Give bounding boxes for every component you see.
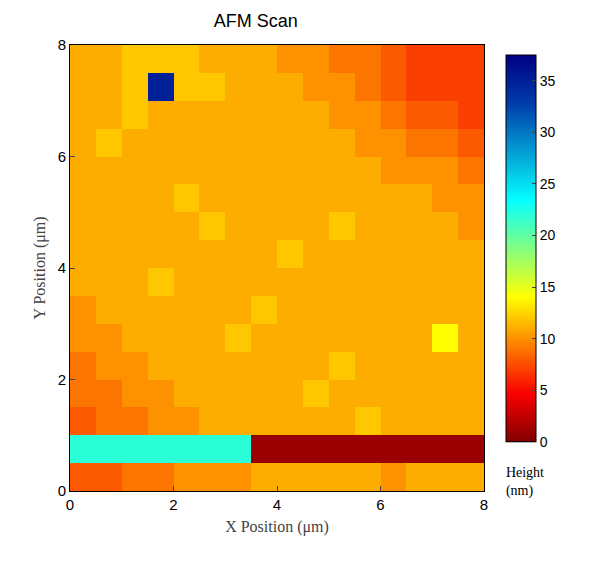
svg-text:30: 30 — [540, 124, 556, 140]
svg-text:2: 2 — [58, 371, 66, 388]
svg-text:4: 4 — [273, 496, 281, 513]
svg-text:5: 5 — [540, 382, 548, 398]
svg-text:8: 8 — [58, 36, 66, 53]
svg-text:20: 20 — [540, 227, 556, 243]
svg-text:AFM Scan: AFM Scan — [214, 11, 298, 31]
svg-text:25: 25 — [540, 176, 556, 192]
svg-text:6: 6 — [376, 496, 384, 513]
svg-text:10: 10 — [540, 331, 556, 347]
svg-text:6: 6 — [58, 148, 66, 165]
svg-text:Y Position (μm): Y Position (μm) — [31, 216, 49, 319]
svg-text:0: 0 — [540, 434, 548, 450]
svg-text:15: 15 — [540, 279, 556, 295]
svg-text:0: 0 — [58, 482, 66, 499]
svg-text:X Position (μm): X Position (μm) — [225, 518, 329, 536]
svg-text:35: 35 — [540, 73, 556, 89]
svg-text:8: 8 — [480, 496, 488, 513]
svg-text:Height(nm): Height(nm) — [506, 465, 544, 499]
svg-text:0: 0 — [66, 496, 74, 513]
svg-text:4: 4 — [58, 259, 66, 276]
svg-text:2: 2 — [169, 496, 177, 513]
